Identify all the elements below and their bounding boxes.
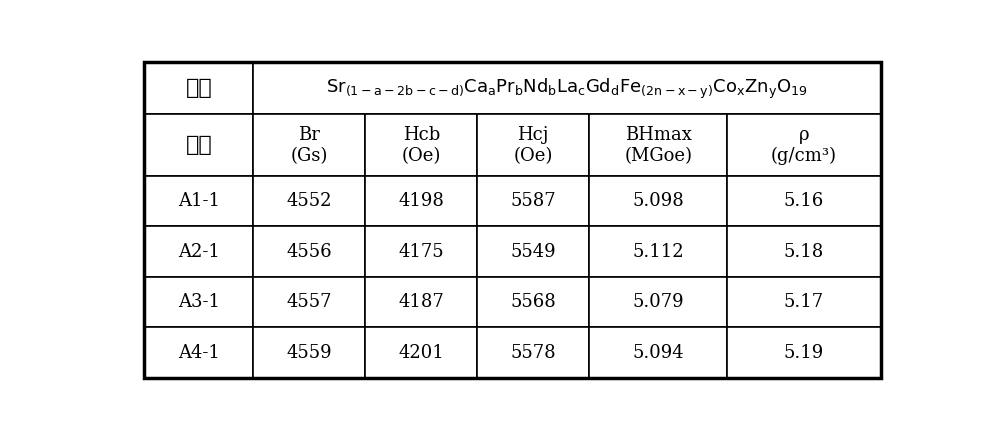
Bar	[144, 62, 253, 115]
Text: 4187: 4187	[398, 293, 444, 311]
Bar	[727, 226, 881, 277]
Bar	[253, 277, 365, 327]
Bar	[144, 226, 253, 277]
Text: 5.094: 5.094	[632, 344, 684, 362]
Bar	[144, 327, 253, 378]
Text: 5.079: 5.079	[632, 293, 684, 311]
Bar	[589, 327, 727, 378]
Text: Hcj
(Oe): Hcj (Oe)	[513, 126, 553, 165]
Text: 5549: 5549	[510, 243, 556, 261]
Bar	[477, 327, 589, 378]
Bar	[727, 327, 881, 378]
Text: A2-1: A2-1	[178, 243, 220, 261]
Bar	[365, 277, 477, 327]
Bar	[589, 226, 727, 277]
Text: Hcb
(Oe): Hcb (Oe)	[402, 126, 441, 165]
Text: 性能: 性能	[185, 135, 212, 155]
Bar	[727, 176, 881, 226]
Text: 4557: 4557	[287, 293, 332, 311]
Text: 5.17: 5.17	[784, 293, 824, 311]
Bar	[477, 277, 589, 327]
Bar	[477, 115, 589, 176]
Bar	[727, 277, 881, 327]
Bar	[144, 176, 253, 226]
Text: 4559: 4559	[286, 344, 332, 362]
Text: A3-1: A3-1	[178, 293, 220, 311]
Bar	[365, 226, 477, 277]
Text: 5.19: 5.19	[784, 344, 824, 362]
Text: Br
(Gs): Br (Gs)	[291, 126, 328, 165]
Text: $\mathregular{Sr}$$_{\mathregular{(1-a-2b-c-d)}}$$\mathregular{Ca_aPr_bNd_bLa_cG: $\mathregular{Sr}$$_{\mathregular{(1-a-2…	[326, 76, 808, 101]
Text: 5.18: 5.18	[784, 243, 824, 261]
Bar	[589, 115, 727, 176]
Text: 5568: 5568	[510, 293, 556, 311]
Bar	[365, 327, 477, 378]
Bar	[253, 176, 365, 226]
Bar	[144, 277, 253, 327]
Bar	[727, 115, 881, 176]
Text: 5.098: 5.098	[632, 192, 684, 210]
Bar	[253, 62, 881, 115]
Text: A1-1: A1-1	[178, 192, 220, 210]
Text: A4-1: A4-1	[178, 344, 220, 362]
Text: 5.112: 5.112	[632, 243, 684, 261]
Bar	[477, 176, 589, 226]
Text: 4556: 4556	[286, 243, 332, 261]
Bar	[253, 115, 365, 176]
Text: 5587: 5587	[510, 192, 556, 210]
Text: 4552: 4552	[287, 192, 332, 210]
Bar	[365, 176, 477, 226]
Bar	[589, 277, 727, 327]
Bar	[365, 115, 477, 176]
Text: 4198: 4198	[398, 192, 444, 210]
Bar	[589, 176, 727, 226]
Bar	[477, 226, 589, 277]
Bar	[144, 115, 253, 176]
Text: ρ
(g/cm³): ρ (g/cm³)	[771, 126, 837, 165]
Bar	[253, 327, 365, 378]
Text: 5.16: 5.16	[784, 192, 824, 210]
Text: 5578: 5578	[510, 344, 556, 362]
Text: 4175: 4175	[398, 243, 444, 261]
Text: 物相: 物相	[185, 78, 212, 99]
Text: 4201: 4201	[398, 344, 444, 362]
Text: BHmax
(MGoe): BHmax (MGoe)	[624, 126, 692, 165]
Bar	[253, 226, 365, 277]
